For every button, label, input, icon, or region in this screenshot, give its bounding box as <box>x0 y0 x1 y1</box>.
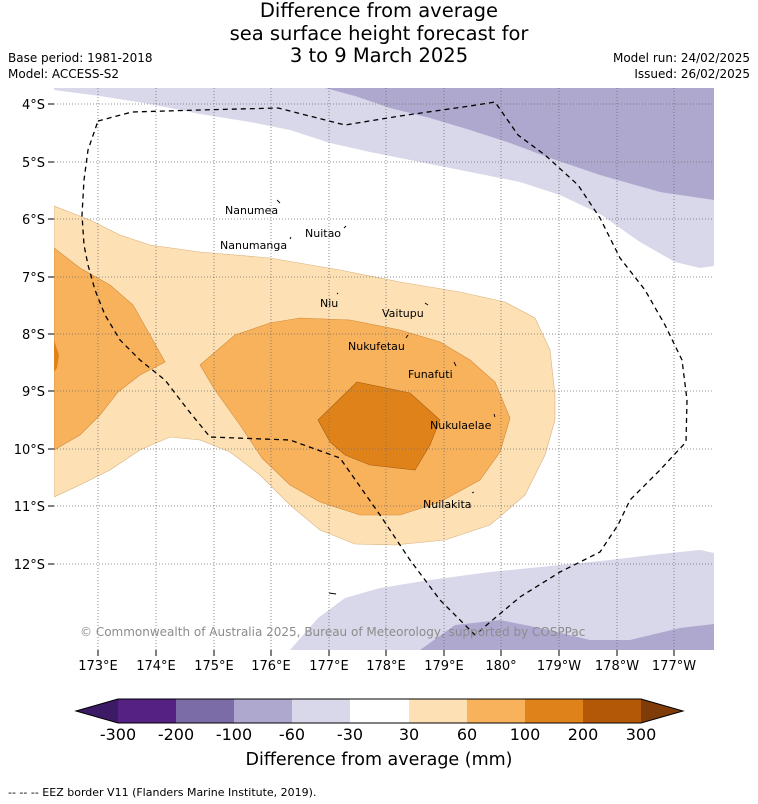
place-nanumanga: Nanumanga <box>220 239 287 252</box>
island-nukulaelae <box>493 413 496 418</box>
colorbar-label-7: 60 <box>456 725 478 744</box>
colorbar-segment-1 <box>118 699 176 723</box>
lon-label-180: 180° <box>485 659 516 674</box>
colorbar <box>74 698 685 724</box>
colorbar-label-3: -100 <box>215 725 253 744</box>
island-nuilakita <box>471 491 475 494</box>
model-name: Model: ACCESS-S2 <box>8 67 120 81</box>
map-plot-area: Nanumea Nuitao Nanumanga Niu Vaitupu Nuk… <box>54 88 714 650</box>
colorbar-segment-3 <box>234 699 292 723</box>
copyright-notice: © Commonwealth of Australia 2025, Bureau… <box>80 625 585 639</box>
colorbar-segment-6 <box>409 699 467 723</box>
colorbar-label-6: 30 <box>398 725 420 744</box>
colorbar-label-2: -200 <box>157 725 195 744</box>
colorbar-title: Difference from average (mm) <box>245 750 513 770</box>
neg-60-band-south <box>420 620 714 650</box>
graticule <box>54 88 714 650</box>
map-title: Difference from average sea surface heig… <box>0 0 758 68</box>
lat-label-10s: 10°S <box>14 443 45 458</box>
neg-30-band-south <box>290 550 714 650</box>
issued-date: Issued: 26/02/2025 <box>634 67 750 81</box>
place-nukulaelae: Nukulaelae <box>430 419 492 432</box>
island-nuitao <box>343 225 347 229</box>
lat-label-12s: 12°S <box>14 558 45 573</box>
colorbar-segment-over <box>641 699 683 723</box>
place-vaitupu: Vaitupu <box>382 307 424 320</box>
lon-label-175e: 175°E <box>194 659 234 674</box>
lat-label-8s: 8°S <box>22 328 45 343</box>
lon-label-173e: 173°E <box>78 659 118 674</box>
island-nanumanga <box>289 236 292 240</box>
place-nuitao: Nuitao <box>305 227 341 240</box>
base-period: Base period: 1981-2018 <box>8 51 153 65</box>
colorbar-segment-8 <box>525 699 583 723</box>
lon-label-178w: 178°W <box>595 659 639 674</box>
pos-100-band <box>317 381 441 471</box>
colorbar-segment-2 <box>176 699 234 723</box>
colorbar-outline <box>74 698 685 724</box>
latitude-axis: 4°S 5°S 6°S 7°S 8°S 9°S 10°S 11°S 12°S <box>14 98 54 573</box>
eez-border <box>81 101 688 636</box>
colorbar-segment-7 <box>467 699 525 723</box>
lon-label-176e: 176°E <box>251 659 291 674</box>
pos-60-band-west <box>54 247 166 451</box>
colorbar-label-1: -300 <box>99 725 137 744</box>
lat-label-6s: 6°S <box>22 213 45 228</box>
model-run: Model run: 24/02/2025 <box>612 51 750 65</box>
place-nanumea: Nanumea <box>225 204 278 217</box>
base-info: Base period: 1981-2018 Model: ACCESS-S2 <box>8 50 153 82</box>
island-niu <box>336 292 339 295</box>
lat-label-9s: 9°S <box>22 385 45 400</box>
lat-label-5s: 5°S <box>22 156 45 171</box>
colorbar-segment-9 <box>583 699 641 723</box>
island-south <box>328 592 337 595</box>
colorbar-label-5: -30 <box>336 725 364 744</box>
lon-label-177e: 177°E <box>309 659 349 674</box>
eez-footnote: -- -- -- EEZ border V11 (Flanders Marine… <box>8 786 317 799</box>
colorbar-segment-5 <box>350 699 409 723</box>
title-line-3: 3 to 9 March 2025 <box>289 44 469 67</box>
colorbar-label-9: 200 <box>567 725 599 744</box>
island-nanumea <box>276 199 281 204</box>
colorbar-label-8: 100 <box>509 725 541 744</box>
title-line-1: Difference from average <box>259 0 499 22</box>
lat-label-4s: 4°S <box>22 98 45 113</box>
pos-100-band-west-edge <box>54 340 59 372</box>
island-funafuti <box>453 361 457 367</box>
colorbar-segment-4 <box>292 699 350 723</box>
longitude-axis: 173°E 174°E 175°E 176°E 177°E 178°E 179°… <box>78 650 696 674</box>
lon-label-179w: 179°W <box>537 659 581 674</box>
run-info: Model run: 24/02/2025 Issued: 26/02/2025 <box>613 50 750 82</box>
title-line-2: sea surface height forecast for <box>229 21 529 45</box>
place-niu: Niu <box>320 297 338 310</box>
lon-label-177w: 177°W <box>652 659 696 674</box>
colorbar-label-10: 300 <box>625 725 657 744</box>
place-funafuti: Funafuti <box>408 368 453 381</box>
lon-label-179e: 179°E <box>424 659 464 674</box>
place-nuilakita: Nuilakita <box>423 498 472 511</box>
lon-label-174e: 174°E <box>136 659 176 674</box>
island-vaitupu <box>424 302 429 306</box>
colorbar-label-4: -60 <box>278 725 306 744</box>
colorbar-segment-under <box>76 699 118 723</box>
lon-label-178e: 178°E <box>366 659 406 674</box>
island-nukufetau <box>405 334 409 339</box>
place-nukufetau: Nukufetau <box>348 340 405 353</box>
lat-label-7s: 7°S <box>22 271 45 286</box>
island-markers <box>276 199 496 595</box>
lat-label-11s: 11°S <box>14 500 45 515</box>
